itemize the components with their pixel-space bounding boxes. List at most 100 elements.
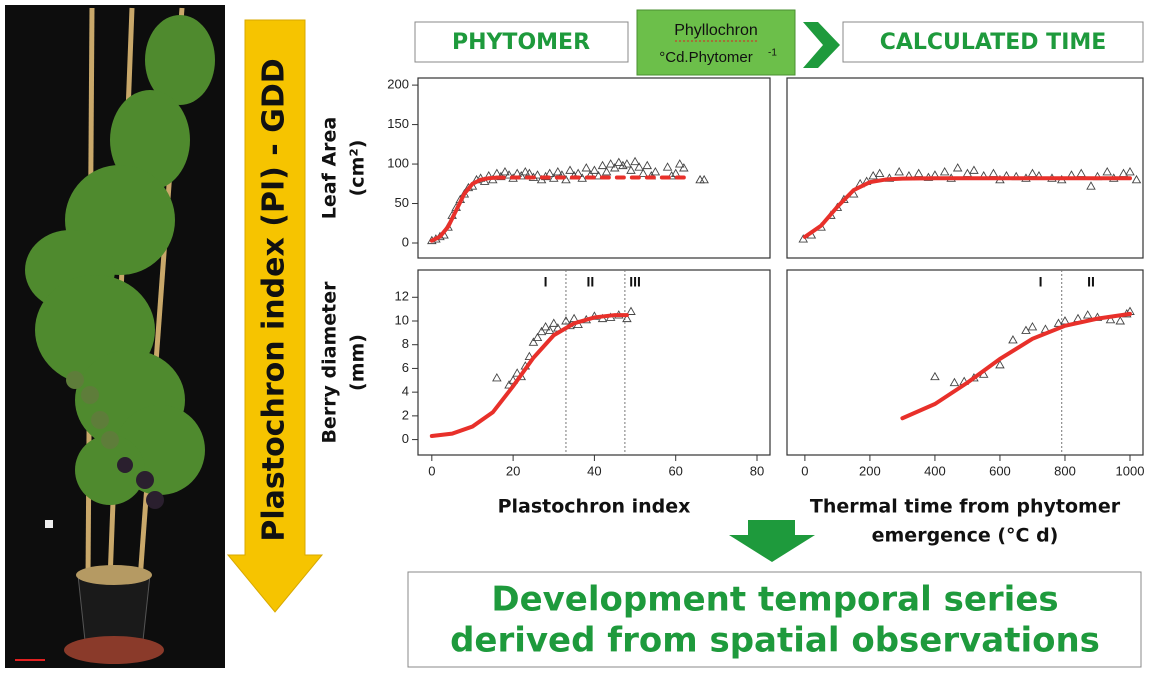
x-tick-label: 0 — [801, 463, 808, 478]
plot-frame — [786, 77, 1144, 259]
y-tick-label: 8 — [402, 336, 409, 351]
data-point — [650, 167, 661, 176]
y-axis-label: (mm) — [347, 334, 369, 391]
y-tick-label: 4 — [402, 384, 409, 399]
data-point — [695, 174, 705, 184]
conclusion: Development temporal series derived from… — [407, 520, 1142, 668]
x-tick-label: 60 — [668, 463, 682, 478]
data-point — [1027, 168, 1038, 177]
x-tick-label: 80 — [750, 463, 764, 478]
data-point — [626, 165, 636, 174]
data-point — [597, 160, 608, 170]
plant-photo — [5, 5, 225, 668]
data-point — [492, 373, 502, 382]
data-point — [540, 322, 551, 331]
phyllochron-box — [636, 9, 796, 76]
y-tick-label: 10 — [395, 312, 409, 327]
y-tick-label: 0 — [402, 431, 409, 446]
grapes — [66, 371, 119, 449]
soil — [76, 565, 152, 585]
fit-curve — [429, 313, 629, 439]
data-point — [609, 163, 620, 172]
y-tick-label: 50 — [395, 195, 409, 210]
data-point — [1125, 167, 1135, 176]
x-axis-label: emergence (°C d) — [872, 525, 1059, 547]
saucer — [64, 636, 164, 664]
data-point — [1008, 335, 1018, 344]
header: PHYTOMER Phyllochron °Cd.Phytomer -1 CAL… — [414, 9, 1144, 76]
data-point — [504, 380, 514, 389]
data-point — [614, 157, 624, 166]
foliage — [25, 15, 215, 505]
data-point — [593, 170, 604, 180]
data-point — [524, 351, 535, 361]
x-tick-label: 600 — [989, 463, 1011, 478]
side-arrow-label: Plastochron index (PI) - GDD — [257, 58, 292, 541]
y-axis-label: Leaf Area — [319, 117, 341, 219]
fit-curve — [429, 175, 499, 243]
charts: 0 50 100 150 200 Leaf Area (cm²) 0 2 4 6 8 10 12 0 20 40… — [319, 77, 1145, 547]
data-point — [913, 168, 924, 177]
data-point — [581, 163, 592, 172]
phase-label: II — [1087, 274, 1095, 290]
data-point — [622, 159, 632, 168]
data-point — [662, 162, 673, 171]
data-point — [1076, 168, 1087, 177]
header-arrow — [803, 22, 840, 68]
panel — [786, 77, 1144, 259]
data-point — [532, 332, 543, 342]
y-tick-label: 0 — [402, 234, 409, 249]
fit-curve — [900, 311, 1132, 421]
data-point — [642, 160, 653, 170]
data-point — [561, 316, 571, 325]
data-point — [1086, 181, 1096, 190]
phase-label: I — [544, 274, 548, 290]
data-point — [995, 359, 1005, 369]
y-axis-label: (cm²) — [347, 140, 369, 197]
data-point — [500, 167, 510, 176]
data-point — [1118, 168, 1129, 177]
data-point — [601, 167, 612, 176]
phase-label: I — [1039, 274, 1043, 290]
phyllochron-unit: °Cd.Phytomer — [659, 49, 753, 66]
down-arrow — [729, 520, 815, 562]
y-axis-label: Berry diameter — [319, 281, 341, 444]
data-point — [874, 168, 885, 177]
data-point — [512, 368, 522, 377]
plot-frame — [417, 77, 771, 259]
data-point — [1027, 322, 1038, 331]
data-point — [939, 167, 950, 176]
x-axis-label: Plastochron index — [498, 496, 691, 518]
data-point — [626, 306, 636, 315]
phase-label: III — [629, 274, 641, 290]
data-point — [868, 170, 878, 180]
data-point — [969, 165, 979, 174]
data-point — [565, 165, 575, 174]
data-point — [638, 168, 648, 177]
fit-curve — [802, 176, 1132, 239]
x-axis-label: Thermal time from phytomer — [810, 496, 1121, 518]
x-tick-label: 20 — [506, 463, 520, 478]
header-right: CALCULATED TIME — [880, 30, 1107, 55]
data-point — [589, 165, 600, 174]
data-point — [1102, 167, 1113, 176]
conclusion-line: derived from spatial observations — [450, 621, 1100, 661]
data-point — [894, 167, 904, 176]
data-point — [528, 337, 539, 346]
side-arrow: Plastochron index (PI) - GDD — [226, 19, 324, 613]
phyllochron-label: Phyllochron — [674, 22, 758, 39]
y-tick-label: 100 — [387, 155, 409, 170]
plot-frame — [786, 269, 1144, 456]
header-left: PHYTOMER — [452, 30, 590, 55]
y-tick-label: 2 — [402, 407, 409, 422]
x-tick-label: 200 — [859, 463, 881, 478]
y-tick-label: 12 — [395, 289, 409, 304]
data-point — [512, 168, 522, 177]
data-point — [532, 170, 543, 179]
data-point — [952, 163, 963, 172]
data-point — [504, 170, 514, 179]
dark-grapes — [117, 457, 164, 509]
data-point — [949, 377, 960, 387]
